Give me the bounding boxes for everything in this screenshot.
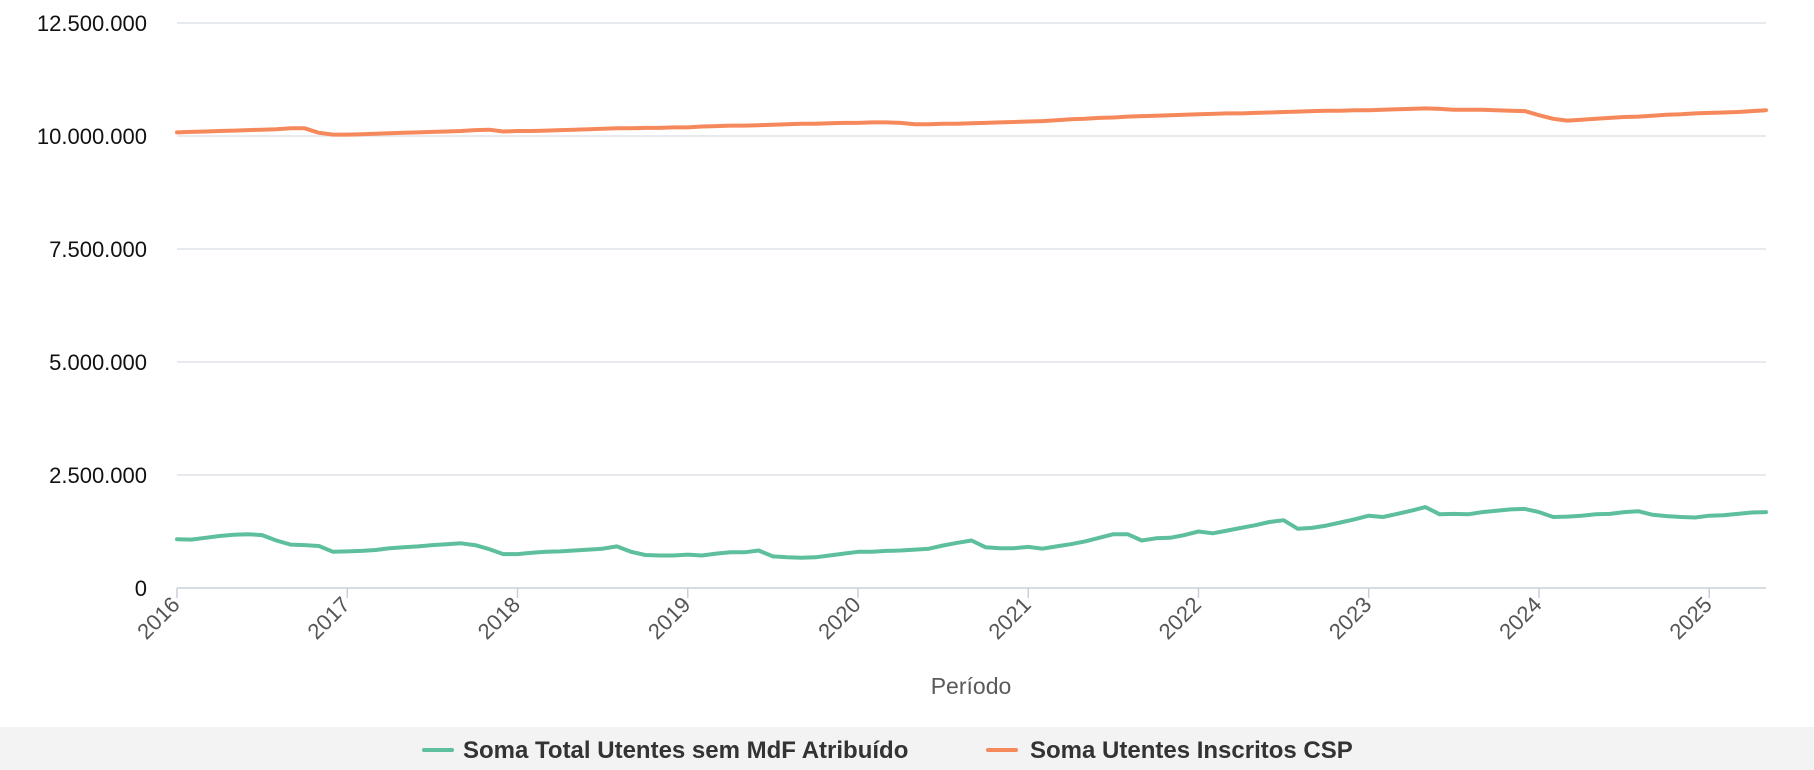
legend-item-1[interactable]: Soma Total Utentes sem MdF Atribuído <box>422 737 908 764</box>
x-tick-label: 2017 <box>302 592 354 644</box>
y-tick-label: 7.500.000 <box>49 237 147 262</box>
x-axis: 2016 2017 2018 2019 2020 2021 2022 2023 2024 2025 <box>132 587 1766 644</box>
y-axis-labels: 0 2.500.000 5.000.000 7.500.000 10.000.000 12… <box>37 11 147 601</box>
x-tick-label: 2023 <box>1324 592 1376 644</box>
legend-background <box>0 727 1814 770</box>
x-tick-label: 2020 <box>813 592 865 644</box>
legend-item-2[interactable]: Soma Utentes Inscritos CSP <box>986 737 1353 764</box>
series-line-1 <box>175 505 1768 560</box>
x-tick-label: 2022 <box>1154 592 1206 644</box>
x-tick-label: 2018 <box>473 592 525 644</box>
x-axis-title: Período <box>931 673 1012 699</box>
y-tick-label: 5.000.000 <box>49 350 147 375</box>
y-tick-label: 2.500.000 <box>49 463 147 488</box>
x-tick-label: 2019 <box>643 592 695 644</box>
y-tick-label: 0 <box>135 576 147 601</box>
x-tick-label: 2021 <box>983 592 1035 644</box>
x-tick-label: 2025 <box>1664 592 1716 644</box>
series-layer <box>175 106 1768 560</box>
legend-label: Soma Total Utentes sem MdF Atribuído <box>463 737 908 764</box>
grid-layer <box>177 22 1766 476</box>
y-tick-label: 10.000.000 <box>37 124 147 149</box>
y-tick-label: 12.500.000 <box>37 11 147 36</box>
legend[interactable]: Soma Total Utentes sem MdF Atribuído Soma… <box>0 727 1814 770</box>
x-tick-label: 2024 <box>1494 592 1546 644</box>
legend-label: Soma Utentes Inscritos CSP <box>1030 737 1353 764</box>
series-line-2 <box>175 106 1768 137</box>
